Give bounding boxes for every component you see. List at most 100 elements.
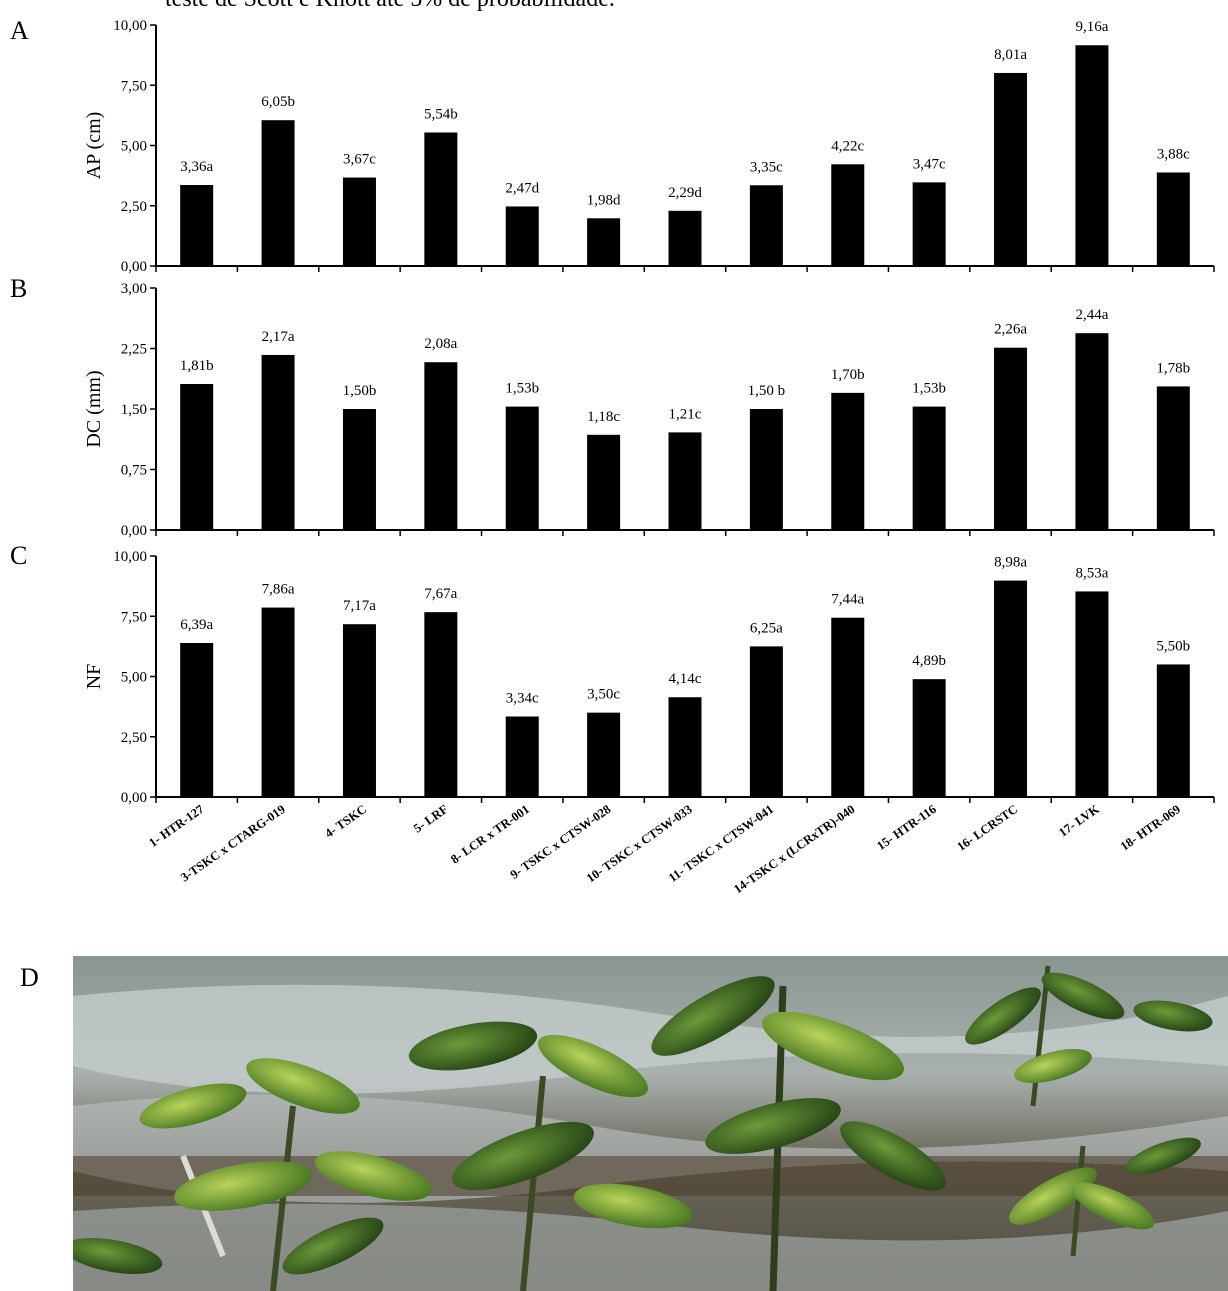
bar-a xyxy=(261,120,295,266)
data-label-a: 3,36a xyxy=(180,159,213,175)
bar-c xyxy=(668,697,702,797)
y-tick-label-b: 0,75 xyxy=(121,463,147,479)
bar-b xyxy=(1156,386,1190,530)
bar-b xyxy=(180,383,214,530)
bar-a xyxy=(180,185,214,266)
bar-a xyxy=(424,132,458,266)
category-label: 15- HTR-116 xyxy=(874,802,939,853)
data-label-c: 7,67a xyxy=(424,586,457,602)
y-tick-label-a: 0,00 xyxy=(121,259,147,275)
data-label-c: 6,25a xyxy=(750,620,783,636)
data-label-a: 2,29d xyxy=(668,185,702,201)
data-label-a: 9,16a xyxy=(1075,19,1108,35)
data-label-a: 2,47d xyxy=(505,180,539,196)
bar-b xyxy=(424,362,458,530)
data-label-c: 3,34c xyxy=(506,691,539,707)
bar-c xyxy=(749,646,783,797)
bar-c xyxy=(1156,664,1190,797)
y-axis-title-b: DC (mm) xyxy=(83,370,105,447)
data-label-b: 1,70b xyxy=(831,367,865,383)
data-label-a: 3,67c xyxy=(343,152,376,168)
data-label-c: 4,14c xyxy=(669,671,702,687)
data-label-a: 3,35c xyxy=(750,159,783,175)
category-label: 17- LVK xyxy=(1056,802,1102,840)
bar-b xyxy=(668,432,702,530)
y-tick-label-a: 5,00 xyxy=(121,139,147,155)
data-label-b: 1,81b xyxy=(180,358,214,374)
bar-a xyxy=(912,182,946,266)
panel-label-a: A xyxy=(10,16,29,45)
bar-b xyxy=(505,406,539,530)
data-label-c: 7,86a xyxy=(262,582,295,598)
y-axis-title-c: NF xyxy=(83,664,105,690)
bar-b xyxy=(261,354,295,530)
data-label-c: 5,50b xyxy=(1156,638,1190,654)
data-label-b: 2,17a xyxy=(262,329,295,345)
data-label-b: 2,08a xyxy=(424,336,457,352)
data-label-b: 1,78b xyxy=(1156,360,1190,376)
bar-a xyxy=(587,218,621,266)
figure-caption: teste de Scott e Knott até 5% de probabi… xyxy=(165,0,615,13)
bar-c xyxy=(180,643,214,797)
bar-a xyxy=(668,210,702,266)
category-label: 1- HTR-127 xyxy=(146,802,206,850)
bar-c xyxy=(261,607,295,797)
panel-label-d: D xyxy=(20,963,39,992)
data-label-c: 8,53a xyxy=(1075,565,1108,581)
y-tick-label-c: 5,00 xyxy=(121,670,147,686)
data-label-a: 4,22c xyxy=(831,138,864,154)
bar-a xyxy=(831,164,865,266)
bar-a xyxy=(505,206,539,266)
bar-a xyxy=(994,72,1028,266)
bar-b xyxy=(994,347,1028,530)
bar-c xyxy=(1075,591,1109,797)
bar-a xyxy=(342,177,376,266)
bar-a xyxy=(1156,172,1190,266)
data-label-c: 8,98a xyxy=(994,555,1027,571)
bar-c xyxy=(994,580,1028,797)
bar-b xyxy=(342,409,376,530)
bar-c xyxy=(912,679,946,797)
data-label-c: 7,44a xyxy=(831,592,864,608)
y-tick-label-c: 10,00 xyxy=(113,549,147,565)
charts-svg: 0,00 2,50 5,00 7,50 10,00 AP (cm) 3,36a 6,05b 3,… xyxy=(83,18,1215,896)
bar-c xyxy=(505,716,539,797)
category-label: 4- TSKC xyxy=(322,802,369,841)
data-label-c: 3,50c xyxy=(587,687,620,703)
y-tick-label-a: 7,50 xyxy=(121,78,147,94)
data-label-c: 4,89b xyxy=(912,653,946,669)
data-label-a: 3,47c xyxy=(913,156,946,172)
y-tick-label-b: 3,00 xyxy=(121,281,147,297)
bar-c xyxy=(342,624,376,797)
y-tick-label-a: 2,50 xyxy=(121,199,147,215)
data-label-a: 3,88c xyxy=(1157,146,1190,162)
bar-b xyxy=(587,434,621,530)
data-label-b: 1,21c xyxy=(669,406,702,422)
bar-c xyxy=(587,712,621,797)
data-label-b: 1,53b xyxy=(505,381,539,397)
y-axis-title-a: AP (cm) xyxy=(83,112,105,180)
bar-b xyxy=(1075,333,1109,530)
bar-b xyxy=(912,406,946,530)
data-label-a: 8,01a xyxy=(994,47,1027,63)
data-label-c: 6,39a xyxy=(180,617,213,633)
panel-label-b: B xyxy=(10,274,28,303)
data-label-a: 1,98d xyxy=(587,192,621,208)
data-label-b: 2,44a xyxy=(1075,307,1108,323)
panel-label-c: C xyxy=(10,541,28,570)
bar-b xyxy=(749,409,783,530)
data-label-b: 1,53b xyxy=(912,381,946,397)
bar-a xyxy=(749,185,783,266)
bar-c xyxy=(424,612,458,797)
plant-seedlings-photo xyxy=(73,956,1228,1291)
y-tick-label-c: 7,50 xyxy=(121,609,147,625)
data-label-a: 5,54b xyxy=(424,106,458,122)
y-tick-label-b: 2,25 xyxy=(121,342,147,358)
data-label-c: 7,17a xyxy=(343,598,376,614)
y-tick-label-b: 1,50 xyxy=(121,402,147,418)
bar-a xyxy=(1075,45,1109,266)
category-label: 16- LCRSTC xyxy=(954,802,1020,854)
y-tick-label-c: 2,50 xyxy=(121,730,147,746)
category-label: 18- HTR-069 xyxy=(1118,802,1183,854)
y-tick-label-b: 0,00 xyxy=(121,523,147,539)
